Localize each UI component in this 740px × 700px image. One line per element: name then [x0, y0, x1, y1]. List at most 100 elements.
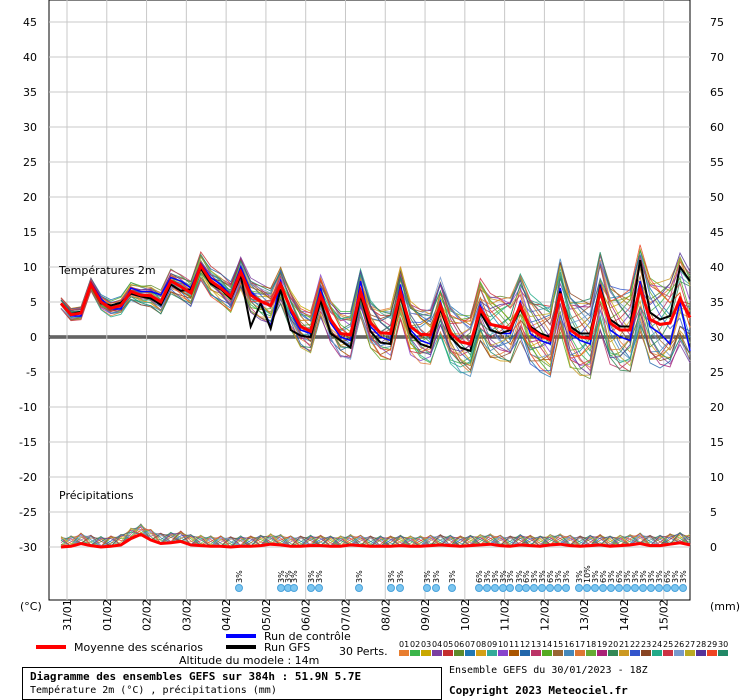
- precip-marker-label: 3%: [671, 570, 680, 583]
- member-color-swatch: [707, 650, 717, 656]
- snow-icon: [483, 584, 491, 592]
- member-count-label: 30 Perts.: [339, 645, 388, 658]
- x-tick-label: 12/02: [538, 599, 551, 631]
- snow-icon: [663, 584, 671, 592]
- member-precip-line: [60, 532, 691, 548]
- mean-temperature-line: [59, 262, 692, 346]
- precip-marker-label: 3%: [647, 570, 656, 583]
- snow-icon: [583, 584, 591, 592]
- snow-icon: [671, 584, 679, 592]
- member-color-swatch: [553, 650, 563, 656]
- temperature-label: Températures 2m: [58, 264, 156, 277]
- precip-marker-label: 3%: [554, 570, 563, 583]
- member-color-swatch: [652, 650, 662, 656]
- member-color-swatch: [465, 650, 475, 656]
- member-id-label: 06: [454, 640, 464, 649]
- run-info: Ensemble GEFS du 30/01/2023 - 18Z: [449, 665, 648, 676]
- precip-marker-label: 3%: [277, 570, 286, 583]
- x-tick-label: 13/02: [578, 599, 591, 631]
- left-tick-label: 25: [23, 156, 37, 169]
- snow-icon: [235, 584, 243, 592]
- precip-marker-label: 3%: [538, 570, 547, 583]
- member-id-label: 26: [674, 640, 684, 649]
- left-axis: 45 40 35 30 25 20 15 10 5 0 -5 -10 -15 -20 -25 -30: [19, 16, 37, 554]
- precip-marker-label: 3%: [290, 570, 299, 583]
- member-precip-line: [60, 531, 691, 548]
- member-color-swatch: [608, 650, 618, 656]
- precip-marker-label: 3%: [506, 570, 515, 583]
- precip-marker-label: 6%: [663, 570, 672, 583]
- member-id-label: 11: [509, 640, 519, 649]
- x-axis: 31/01 01/02 02/02 03/02 04/02 05/02 06/02 07/02…: [61, 599, 671, 631]
- left-tick-label: 45: [23, 16, 37, 29]
- precip-marker-label: 6%: [615, 570, 624, 583]
- member-line: [60, 251, 691, 376]
- member-color-swatch: [410, 650, 420, 656]
- right-tick-label: 20: [710, 401, 724, 414]
- snow-icon: [307, 584, 315, 592]
- member-id-label: 20: [608, 640, 618, 649]
- snow-icon: [607, 584, 615, 592]
- member-color-swatch: [509, 650, 519, 656]
- member-color-swatch: [399, 650, 409, 656]
- precip-marker-label: 6%: [522, 570, 531, 583]
- left-tick-label: -20: [19, 471, 37, 484]
- member-precip-line: [60, 533, 691, 548]
- member-id-label: 25: [663, 640, 673, 649]
- member-id-label: 13: [531, 640, 541, 649]
- member-color-swatch: [542, 650, 552, 656]
- mean-precip-line: [60, 532, 691, 549]
- precip-markers: 3% 3%3%3% 3% 3% 3% 3% 3% 3% 3% 3% 6% 3% 3% 3%3% 3%6% 3%…: [235, 565, 688, 592]
- precip-marker-label: 6%: [546, 570, 555, 583]
- precip-marker-label: 3%: [515, 570, 524, 583]
- right-tick-label: 65: [710, 86, 724, 99]
- member-id-label: 28: [696, 640, 706, 649]
- right-tick-label: 35: [710, 296, 724, 309]
- left-tick-label: 10: [23, 261, 37, 274]
- member-color-swatch: [630, 650, 640, 656]
- snow-icon: [448, 584, 456, 592]
- precip-marker-label: 6%: [475, 570, 484, 583]
- x-tick-label: 31/01: [61, 599, 74, 631]
- right-tick-label: 45: [710, 226, 724, 239]
- altitude-label: Altitude du modele : 14m: [179, 654, 319, 667]
- precip-marker-label: 3%: [284, 570, 293, 583]
- member-id-label: 29: [707, 640, 717, 649]
- copyright: Copyright 2023 Meteociel.fr: [449, 684, 628, 697]
- legend-gfs-label: Run GFS: [264, 641, 310, 654]
- left-tick-label: 30: [23, 121, 37, 134]
- member-color-swatch: [443, 650, 453, 656]
- left-unit-label: (°C): [20, 600, 42, 613]
- member-id-label: 18: [586, 640, 596, 649]
- member-id-label: 17: [575, 640, 585, 649]
- member-color-swatch: [531, 650, 541, 656]
- x-tick-label: 09/02: [419, 599, 432, 631]
- member-id-label: 21: [619, 640, 629, 649]
- x-tick-label: 03/02: [180, 599, 193, 631]
- snow-icon: [475, 584, 483, 592]
- right-tick-label: 0: [710, 541, 717, 554]
- precip-marker-label: 3%: [387, 570, 396, 583]
- member-color-swatch: [586, 650, 596, 656]
- member-color-swatch: [641, 650, 651, 656]
- precip-marker-label: 3%: [639, 570, 648, 583]
- x-tick-label: 01/02: [101, 599, 114, 631]
- member-color-swatch: [432, 650, 442, 656]
- member-id-label: 14: [542, 640, 552, 649]
- precip-marker-label: 3%: [631, 570, 640, 583]
- snow-icon: [315, 584, 323, 592]
- precip-marker-label: 3%: [575, 570, 584, 583]
- left-tick-label: 5: [30, 296, 37, 309]
- member-id-label: 10: [498, 640, 508, 649]
- member-id-label: 24: [652, 640, 662, 649]
- member-precip-line: [60, 529, 691, 548]
- member-color-swatch: [520, 650, 530, 656]
- member-id-label: 16: [564, 640, 574, 649]
- member-color-swatch: [685, 650, 695, 656]
- x-tick-label: 14/02: [618, 599, 631, 631]
- precip-marker-label: 3%: [307, 570, 316, 583]
- x-tick-label: 05/02: [260, 599, 273, 631]
- member-color-swatch: [674, 650, 684, 656]
- member-line: [60, 253, 691, 364]
- x-tick-label: 10/02: [459, 599, 472, 631]
